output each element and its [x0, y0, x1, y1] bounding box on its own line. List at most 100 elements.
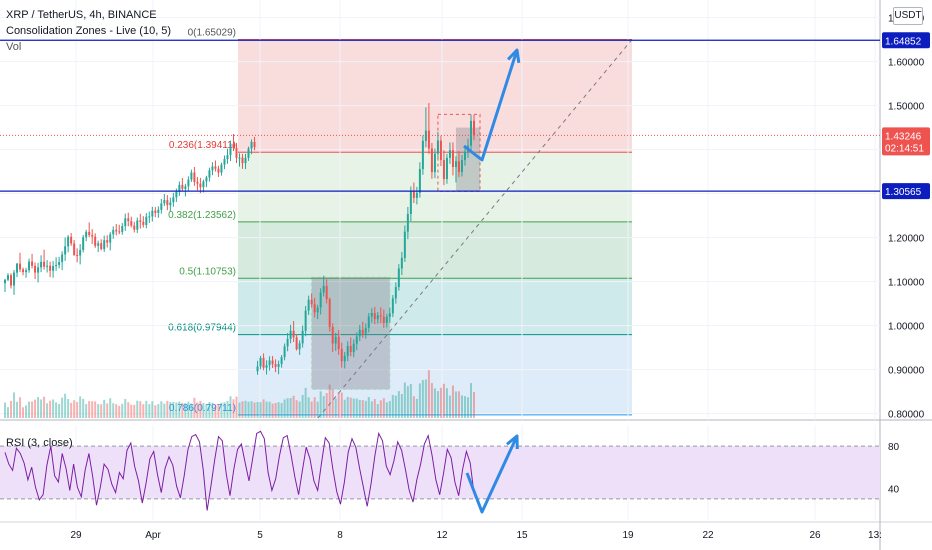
candle-body — [277, 364, 280, 367]
candle-body — [454, 161, 457, 168]
volume-bar — [301, 394, 304, 418]
candle-body — [322, 285, 325, 293]
candle-body — [34, 265, 37, 273]
volume-bar — [415, 398, 418, 418]
volume-bar — [163, 403, 166, 418]
candle-body — [94, 236, 97, 246]
candle-body — [304, 310, 307, 331]
candle-body — [409, 191, 412, 214]
candle-body — [13, 272, 16, 286]
candle-body — [148, 216, 151, 218]
volume-bar — [145, 400, 148, 418]
volume-bar — [457, 391, 460, 418]
volume-bar — [271, 403, 274, 418]
candle-body — [127, 218, 130, 222]
candle-body — [235, 147, 238, 158]
candle-body — [160, 203, 163, 210]
candle-body — [241, 157, 244, 164]
candle-body — [328, 299, 331, 328]
fib-label-0.236: 0.236(1.39411) — [169, 140, 236, 151]
volume-bar — [334, 398, 337, 418]
time-tick-label: 26 — [809, 530, 821, 541]
price-tag-label[interactable]: 1.30565 — [885, 187, 922, 198]
volume-bar — [394, 395, 397, 418]
price-tag-label[interactable]: 1.43246 — [885, 131, 922, 142]
candle-body — [337, 336, 340, 350]
candle-body — [460, 160, 463, 172]
volume-bar — [466, 397, 469, 418]
volume-bar — [445, 388, 448, 418]
candle-body — [391, 298, 394, 314]
candle-body — [220, 164, 223, 173]
candle-body — [196, 181, 199, 184]
volume-bar — [82, 398, 85, 418]
candle-body — [367, 316, 370, 328]
candle-body — [109, 234, 112, 243]
candle-body — [334, 336, 337, 344]
candle-body — [313, 304, 316, 313]
candle-body — [103, 240, 106, 250]
time-tick-label: 19 — [622, 530, 634, 541]
candle-body — [73, 243, 76, 255]
candle-body — [226, 155, 229, 160]
volume-bar — [391, 394, 394, 418]
candle-body — [199, 183, 202, 188]
volume-label[interactable]: Vol — [6, 41, 22, 53]
volume-bar — [430, 383, 433, 418]
candle-body — [145, 216, 148, 225]
candle-body — [130, 221, 133, 226]
candle-body — [76, 254, 79, 256]
candle-body — [415, 192, 418, 198]
volume-bar — [88, 401, 91, 418]
candle-body — [352, 343, 355, 352]
volume-bar — [136, 400, 139, 418]
volume-bar — [280, 403, 283, 418]
volume-bar — [322, 396, 325, 418]
candle-body — [421, 140, 424, 170]
price-tick-label: 1.20000 — [888, 234, 925, 245]
fib-label-0.786: 0.786(0.79711) — [169, 403, 236, 414]
volume-bar — [262, 399, 265, 418]
candle-body — [157, 209, 160, 213]
volume-bar — [148, 404, 151, 418]
volume-bar — [352, 398, 355, 418]
price-tick-label: 0.80000 — [888, 410, 925, 421]
volume-bar — [109, 398, 112, 418]
volume-bar — [91, 401, 94, 418]
price-tag-label[interactable]: 1.64852 — [885, 36, 922, 47]
candle-body — [229, 143, 232, 156]
candle-body — [307, 299, 310, 311]
candle-body — [250, 141, 253, 149]
candle-body — [340, 349, 343, 362]
volume-bar — [178, 401, 181, 418]
volume-bar — [199, 400, 202, 418]
candle-body — [208, 170, 211, 178]
volume-bar — [247, 401, 250, 418]
volume-bar — [256, 402, 259, 418]
candle-body — [19, 263, 22, 270]
candle-body — [382, 316, 385, 323]
volume-bar — [22, 407, 25, 418]
candle-body — [427, 130, 430, 149]
volume-bar — [313, 397, 316, 418]
volume-bar — [10, 400, 13, 418]
rsi-label[interactable]: RSI (3, close) — [6, 437, 73, 449]
symbol-title[interactable]: XRP / TetherUS, 4h, BINANCE — [6, 9, 157, 21]
indicator-title[interactable]: Consolidation Zones - Live (10, 5) — [6, 25, 172, 37]
time-tick-label: 8 — [337, 530, 343, 541]
price-tag-bg — [882, 183, 930, 200]
time-tick-label: 22 — [702, 530, 714, 541]
volume-bar — [46, 403, 49, 418]
candle-body — [397, 268, 400, 288]
volume-bar — [229, 396, 232, 418]
candle-body — [331, 327, 334, 344]
candle-body — [85, 231, 88, 238]
volume-bar — [340, 392, 343, 418]
volume-bar — [379, 400, 382, 418]
volume-bar — [373, 399, 376, 418]
volume-bar — [427, 370, 430, 418]
candle-body — [25, 270, 28, 273]
candle-body — [403, 231, 406, 258]
currency-badge[interactable]: USDT — [893, 7, 923, 25]
